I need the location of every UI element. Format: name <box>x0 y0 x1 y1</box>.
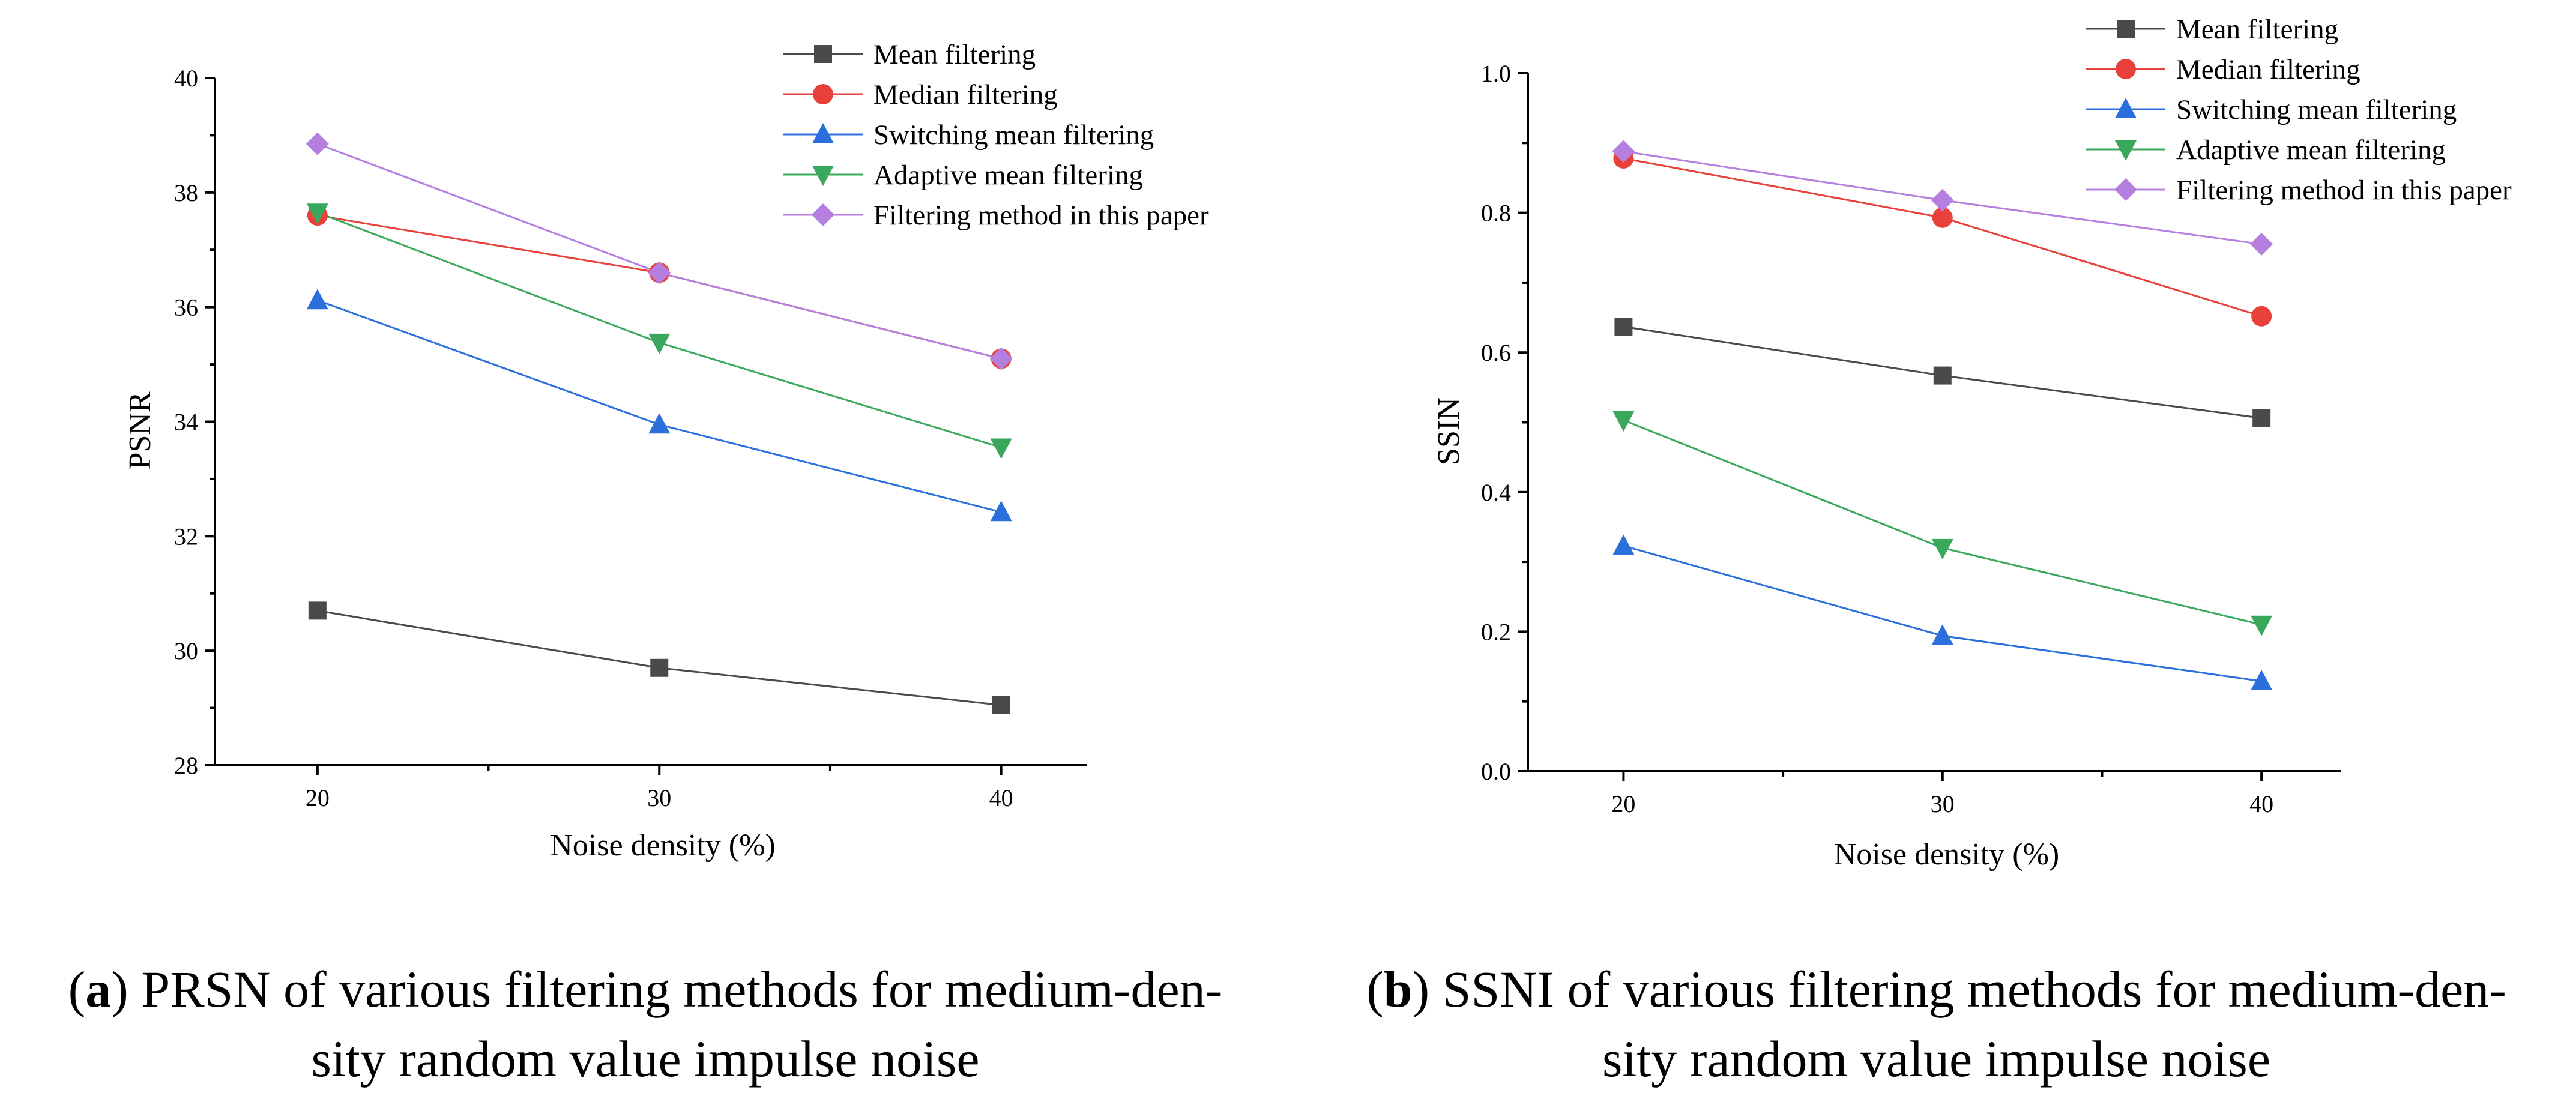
legend-marker <box>2116 59 2136 79</box>
x-tick-label: 40 <box>2249 790 2273 817</box>
data-point <box>308 601 327 620</box>
data-point <box>648 413 671 434</box>
x-tick-label: 30 <box>647 784 671 811</box>
series-line-1 <box>1623 157 2262 318</box>
y-tick-label: 0.6 <box>1481 339 1511 366</box>
y-axis-title: SSIN <box>1432 397 1466 465</box>
chart-b: 0.0 0.2 0.4 0.6 0.8 1.0 20 30 40 Noise density (%… <box>1432 14 2512 872</box>
data-point <box>306 289 328 310</box>
x-tick-label: 40 <box>989 784 1013 811</box>
legend-label: Mean filtering <box>873 39 1036 70</box>
data-point <box>990 438 1012 459</box>
legend-marker <box>814 45 832 63</box>
data-point <box>1931 624 1953 645</box>
legend-marker <box>812 123 834 143</box>
y-tick-label: 1.0 <box>1481 60 1511 87</box>
x-tick-label: 20 <box>306 784 330 811</box>
data-point <box>1612 534 1635 555</box>
legend-label: Switching mean filtering <box>2176 94 2457 125</box>
legend-marker <box>813 84 833 104</box>
data-point <box>1612 411 1635 432</box>
caption-b-line1: ) SSNI of various filtering methods for … <box>1412 960 2506 1018</box>
legend-label: Filtering method in this paper <box>873 200 1209 231</box>
data-point <box>650 658 669 677</box>
y-tick-label: 32 <box>174 523 198 550</box>
legend-label: Adaptive mean filtering <box>873 160 1143 191</box>
data-point <box>2251 669 2273 690</box>
data-point <box>2251 306 2272 327</box>
series-line-0 <box>317 609 1001 706</box>
y-tick-label: 0.4 <box>1481 479 1511 506</box>
legend-marker <box>2115 140 2137 161</box>
legend-marker <box>812 166 834 186</box>
data-point <box>2251 615 2273 636</box>
caption-b: (b) SSNI of various filtering methods fo… <box>1366 960 2506 1088</box>
series-line-3 <box>317 211 1002 448</box>
data-point <box>1612 140 1635 163</box>
series-line-3 <box>1623 419 2262 626</box>
caption-b-line2: sity random value impulse noise <box>1602 1030 2271 1088</box>
data-point <box>1931 188 1954 212</box>
y-tick-label: 30 <box>174 637 198 664</box>
legend-label: Adaptive mean filtering <box>2176 134 2446 166</box>
y-tick-label: 0.2 <box>1481 618 1511 645</box>
legend-marker <box>2115 98 2137 118</box>
data-point <box>2252 409 2271 427</box>
y-tick-label: 36 <box>174 294 198 321</box>
legend-label: Filtering method in this paper <box>2176 175 2512 206</box>
series-line-2 <box>1623 544 2262 682</box>
data-point <box>648 261 671 285</box>
chart-a: 28 30 32 34 36 38 40 20 30 40 Noise density (%) PSN… <box>123 39 1209 863</box>
data-point <box>1931 538 1953 559</box>
caption-a-line2: sity random value impulse noise <box>311 1030 980 1088</box>
data-point <box>990 501 1012 522</box>
x-tick-label: 20 <box>1611 790 1635 817</box>
y-axis-title: PSNR <box>123 391 157 469</box>
y-tick-label: 28 <box>174 752 198 779</box>
caption-a: (a) PRSN of various filtering methods fo… <box>68 960 1223 1088</box>
x-tick-label: 30 <box>1931 790 1955 817</box>
data-point <box>2250 232 2273 256</box>
data-point <box>1614 318 1633 336</box>
data-point <box>306 132 329 155</box>
legend: Mean filtering Median filtering Switching … <box>2086 14 2512 206</box>
legend-label: Mean filtering <box>2176 14 2338 45</box>
legend-label: Median filtering <box>873 79 1058 110</box>
data-point <box>989 347 1013 370</box>
y-tick-label: 0.0 <box>1481 758 1511 785</box>
legend-marker <box>812 203 834 226</box>
caption-a-label: a <box>85 960 112 1018</box>
x-axis-title: Noise density (%) <box>1834 837 2059 872</box>
data-point <box>648 333 671 354</box>
legend-label: Median filtering <box>2176 54 2360 85</box>
legend-label: Switching mean filtering <box>873 119 1154 151</box>
data-point <box>1933 366 1952 385</box>
legend-marker <box>2117 20 2135 38</box>
x-axis-title: Noise density (%) <box>550 828 775 863</box>
y-tick-label: 0.8 <box>1481 200 1511 227</box>
caption-a-line1: ) PRSN of various filtering methods for … <box>111 960 1223 1018</box>
y-tick-label: 40 <box>174 65 198 92</box>
data-point <box>992 696 1010 714</box>
data-point <box>306 203 328 224</box>
data-point <box>1932 207 1953 228</box>
y-tick-label: 34 <box>174 409 198 436</box>
legend: Mean filtering Median filtering Switching … <box>783 39 1209 231</box>
caption-b-label: b <box>1383 960 1413 1018</box>
y-tick-label: 38 <box>174 179 198 206</box>
legend-marker <box>2114 178 2137 201</box>
